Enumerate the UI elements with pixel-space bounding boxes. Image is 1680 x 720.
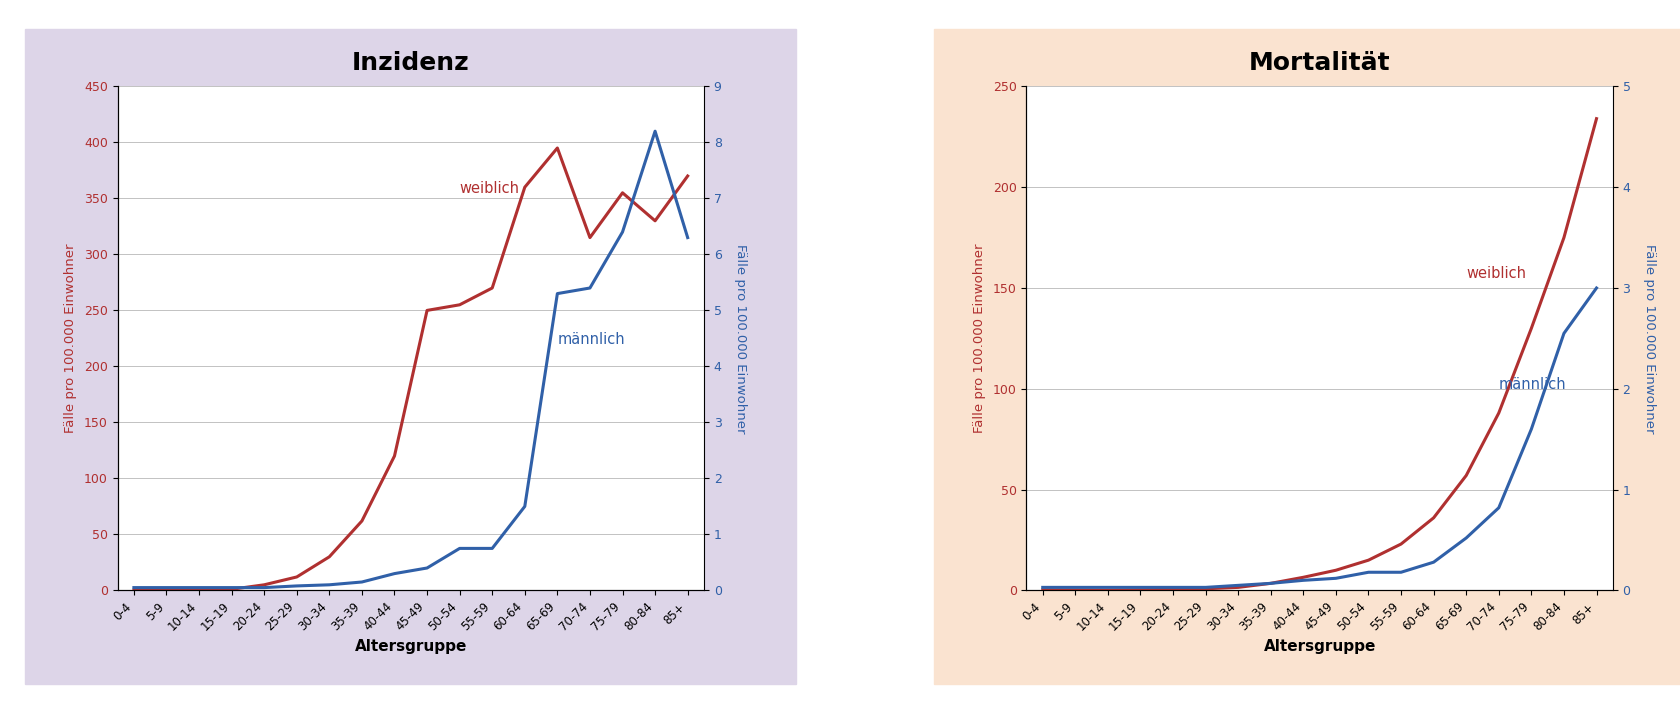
Title: Inzidenz: Inzidenz [351, 50, 470, 75]
Text: weiblich: weiblich [1467, 266, 1525, 281]
Title: Mortalität: Mortalität [1248, 50, 1391, 75]
Y-axis label: Fälle pro 100.000 Einwohner: Fälle pro 100.000 Einwohner [973, 243, 986, 433]
Y-axis label: Fälle pro 100.000 Einwohner: Fälle pro 100.000 Einwohner [64, 243, 77, 433]
Text: männlich: männlich [558, 332, 625, 347]
Y-axis label: Fälle pro 100.000 Einwohner: Fälle pro 100.000 Einwohner [1643, 243, 1655, 433]
Y-axis label: Fälle pro 100.000 Einwohner: Fälle pro 100.000 Einwohner [734, 243, 746, 433]
Text: weiblich: weiblich [460, 181, 519, 196]
X-axis label: Altersgruppe: Altersgruppe [354, 639, 467, 654]
X-axis label: Altersgruppe: Altersgruppe [1263, 639, 1376, 654]
Text: männlich: männlich [1499, 377, 1566, 392]
